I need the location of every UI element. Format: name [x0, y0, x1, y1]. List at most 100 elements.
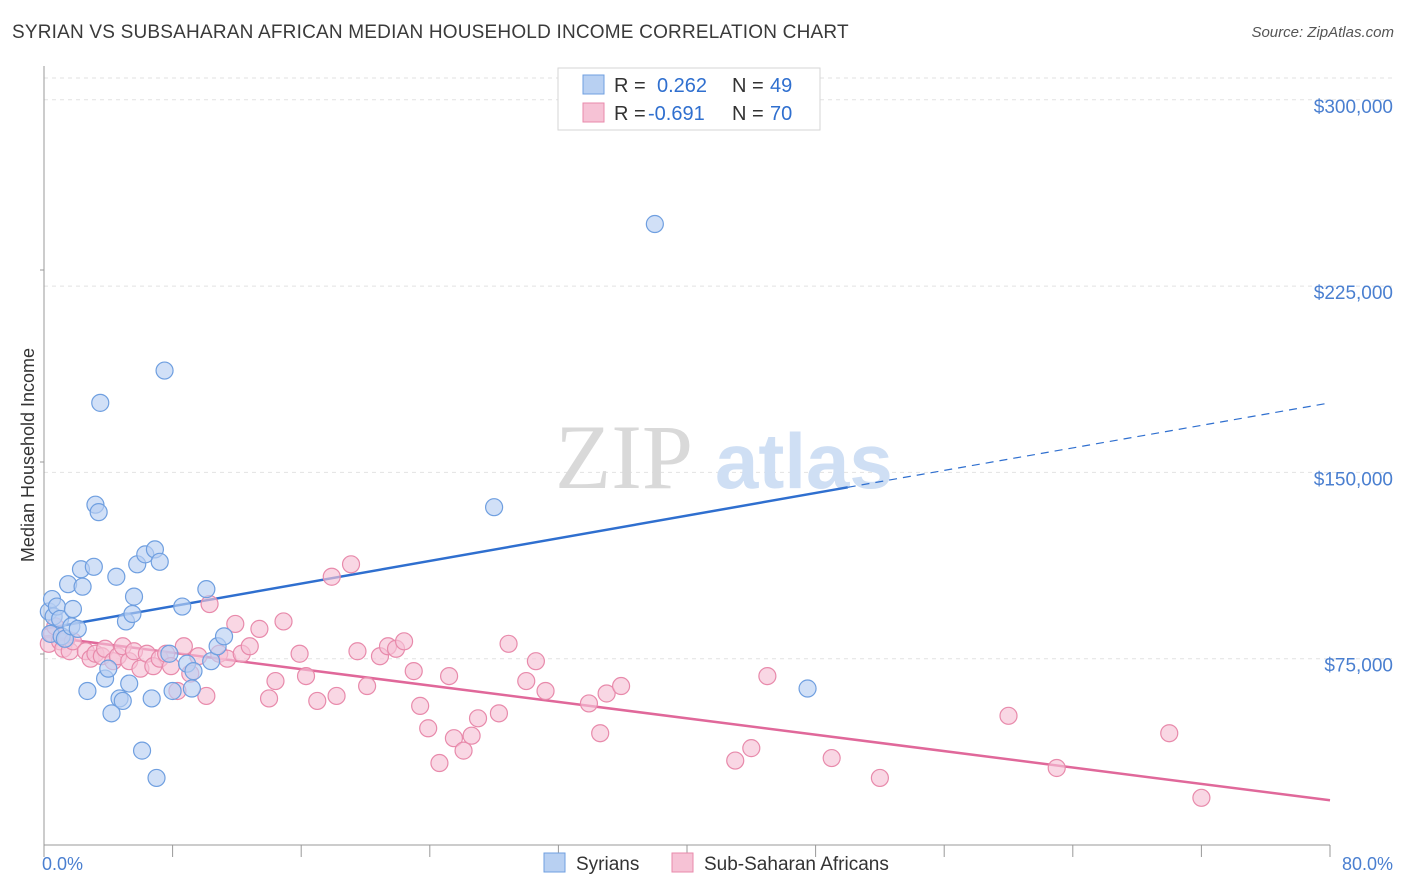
point-sub-saharan-africans-68 — [611, 676, 631, 696]
point-syrians-39 — [173, 597, 192, 616]
point-sub-saharan-africans-72 — [822, 748, 841, 768]
point-sub-saharan-africans-50 — [394, 632, 414, 651]
point-sub-saharan-africans-73 — [870, 768, 890, 788]
point-syrians-34 — [147, 768, 166, 788]
point-syrians-20 — [99, 659, 118, 678]
point-syrians-24 — [113, 691, 132, 711]
point-sub-saharan-africans-65 — [579, 694, 599, 713]
bottom-legend: Syrians Sub-Saharan Africans — [543, 852, 889, 875]
point-syrians-10 — [63, 599, 83, 619]
x-tick-labels: 0.0% 80.0% — [42, 854, 1393, 874]
point-sub-saharan-africans-63 — [526, 652, 545, 671]
point-sub-saharan-africans-51 — [404, 662, 423, 681]
point-sub-saharan-africans-74 — [999, 706, 1018, 725]
point-sub-saharan-africans-59 — [468, 709, 488, 728]
point-sub-saharan-africans-42 — [322, 567, 341, 586]
point-sub-saharan-africans-64 — [536, 681, 555, 701]
grid-lines — [44, 77, 1392, 660]
point-sub-saharan-africans-57 — [454, 741, 473, 760]
point-syrians-26 — [120, 674, 139, 693]
point-syrians-43 — [197, 580, 216, 599]
point-syrians-36 — [155, 361, 174, 380]
watermark: ZIP atlas — [555, 406, 893, 508]
legend-n-value-subsaharan: 70 — [770, 103, 792, 125]
legend-n-value-syrians: 49 — [770, 75, 792, 97]
legend-n-label-subsaharan: N = — [732, 103, 764, 125]
point-sub-saharan-africans-32 — [226, 614, 245, 634]
point-sub-saharan-africans-44 — [341, 555, 361, 574]
point-sub-saharan-africans-36 — [259, 689, 279, 708]
point-syrians-49 — [798, 679, 817, 698]
point-syrians-35 — [150, 552, 169, 571]
point-sub-saharan-africans-35 — [250, 619, 269, 638]
data-points — [39, 214, 1211, 807]
point-syrians-15 — [84, 557, 103, 576]
point-sub-saharan-africans-38 — [274, 612, 293, 631]
point-sub-saharan-africans-71 — [758, 666, 777, 686]
point-sub-saharan-africans-67 — [597, 684, 616, 703]
y-tick-label-2: $225,000 — [1314, 283, 1393, 304]
watermark-atlas: atlas — [715, 417, 893, 505]
legend-n-label-syrians: N = — [732, 75, 764, 97]
point-sub-saharan-africans-43 — [327, 686, 346, 706]
point-sub-saharan-africans-69 — [726, 751, 745, 770]
axes — [40, 66, 1331, 857]
point-sub-saharan-africans-60 — [489, 704, 509, 723]
y-tick-label-3: $300,000 — [1314, 97, 1393, 118]
point-sub-saharan-africans-25 — [174, 637, 193, 656]
point-syrians-47 — [485, 498, 504, 517]
legend-swatch-syrians — [582, 74, 605, 95]
point-syrians-42 — [184, 662, 203, 681]
point-syrians-30 — [132, 741, 152, 760]
point-syrians-14 — [78, 681, 97, 701]
legend-r-label-syrians: R = — [614, 75, 646, 97]
chart-title: SYRIAN VS SUBSAHARAN AFRICAN MEDIAN HOUS… — [12, 22, 849, 43]
point-sub-saharan-africans-76 — [1160, 724, 1179, 743]
watermark-zip: ZIP — [555, 406, 693, 508]
point-syrians-22 — [107, 567, 126, 586]
legend-r-value-syrians: 0.262 — [657, 75, 707, 97]
trend-line-extension-syrians — [847, 402, 1331, 488]
point-sub-saharan-africans-29 — [200, 594, 219, 614]
x-tick-label-1: 80.0% — [1342, 854, 1393, 874]
point-syrians-38 — [163, 681, 182, 701]
point-sub-saharan-africans-66 — [591, 724, 610, 743]
point-sub-saharan-africans-45 — [348, 642, 367, 661]
point-syrians-37 — [160, 644, 179, 663]
point-sub-saharan-africans-61 — [499, 634, 518, 653]
point-syrians-27 — [123, 604, 142, 624]
point-sub-saharan-africans-58 — [462, 726, 481, 745]
point-syrians-17 — [89, 503, 108, 522]
y-tick-label-1: $150,000 — [1314, 469, 1393, 490]
legend-r-value-subsaharan: -0.691 — [648, 103, 705, 125]
point-sub-saharan-africans-56 — [444, 729, 464, 748]
point-sub-saharan-africans-37 — [266, 671, 285, 691]
point-sub-saharan-africans-28 — [197, 686, 216, 706]
bottom-legend-swatch-syrians — [543, 852, 566, 873]
point-syrians-48 — [645, 214, 664, 234]
legend-swatch-subsaharan — [582, 102, 605, 123]
x-tick-label-0: 0.0% — [42, 854, 83, 874]
point-sub-saharan-africans-41 — [308, 691, 327, 711]
point-syrians-13 — [73, 577, 92, 596]
point-sub-saharan-africans-70 — [742, 739, 761, 758]
y-axis-title: Median Household Income — [18, 348, 38, 562]
point-sub-saharan-africans-40 — [296, 666, 316, 686]
point-syrians-32 — [142, 689, 161, 708]
trend-line-sub-saharan-africans — [43, 635, 1331, 802]
bottom-legend-label-subsaharan: Sub-Saharan Africans — [704, 854, 889, 875]
point-sub-saharan-africans-62 — [517, 671, 536, 691]
legend-r-label-subsaharan: R = — [614, 103, 646, 125]
bottom-legend-label-syrians: Syrians — [576, 854, 639, 875]
point-sub-saharan-africans-39 — [290, 644, 309, 663]
point-syrians-18 — [91, 393, 110, 412]
point-sub-saharan-africans-55 — [439, 666, 459, 686]
top-legend: R = 0.262 N = 49 R = -0.691 N = 70 — [557, 67, 821, 131]
point-sub-saharan-africans-75 — [1047, 758, 1066, 778]
point-sub-saharan-africans-53 — [419, 719, 438, 738]
point-syrians-21 — [102, 704, 121, 723]
point-syrians-46 — [214, 627, 234, 646]
bottom-legend-swatch-subsaharan — [671, 852, 694, 873]
point-sub-saharan-africans-77 — [1192, 788, 1211, 807]
